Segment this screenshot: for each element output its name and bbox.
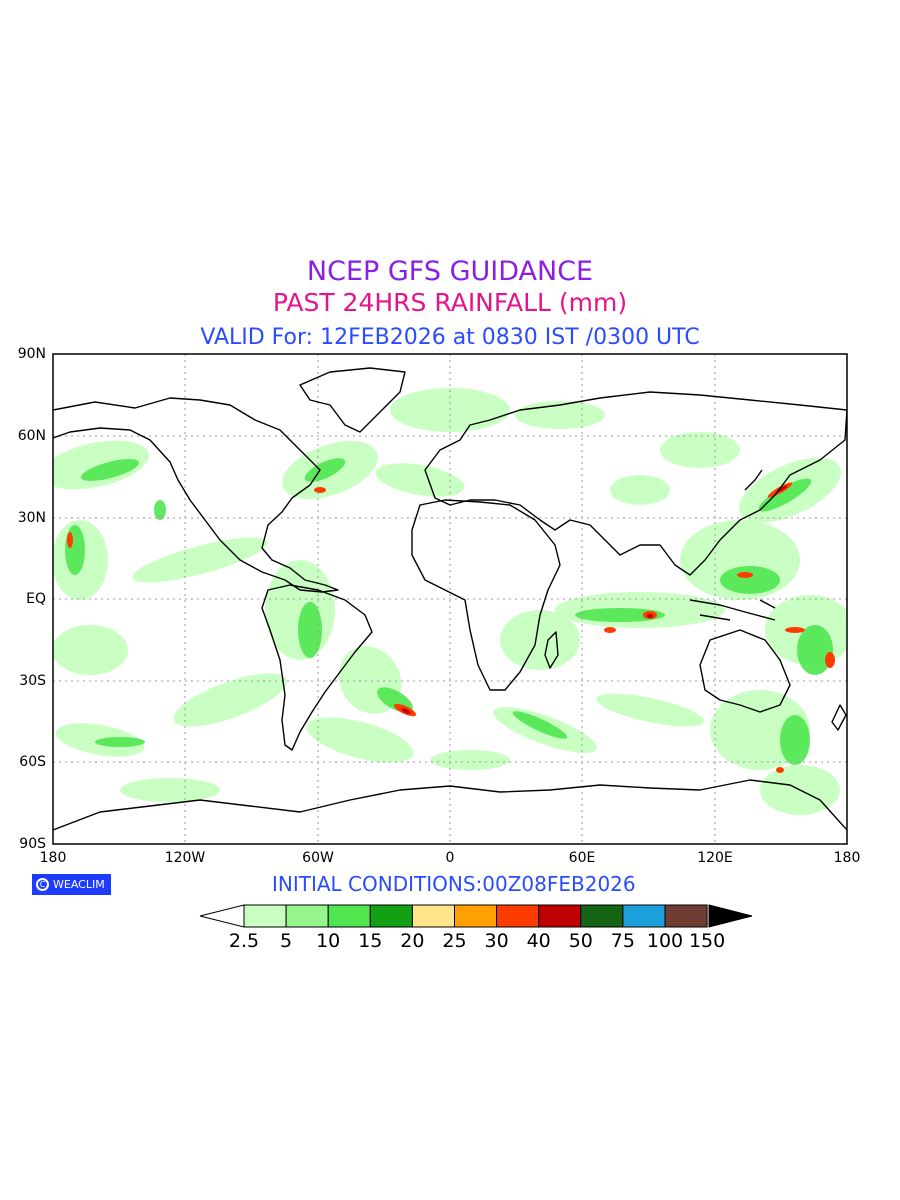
lon-label-180w: 180 bbox=[39, 850, 67, 866]
copyright-circle-icon: C bbox=[36, 878, 49, 891]
legend-label-2: 10 bbox=[316, 930, 341, 952]
legend-box-7 bbox=[538, 904, 582, 928]
title-valid-time: VALID For: 12FEB2026 at 0830 IST /0300 U… bbox=[200, 325, 700, 350]
legend-boxes bbox=[243, 904, 708, 928]
coast-eurasia bbox=[424, 391, 847, 576]
coast-indonesia bbox=[689, 599, 776, 621]
coast-madagascar bbox=[544, 631, 559, 669]
lat-label-30n: 30N bbox=[17, 510, 46, 526]
title-variable: PAST 24HRS RAINFALL (mm) bbox=[272, 288, 628, 317]
legend-box-4 bbox=[411, 904, 455, 928]
legend-box-3 bbox=[369, 904, 413, 928]
coast-south-america bbox=[261, 584, 373, 751]
legend-high-arrow bbox=[708, 904, 753, 928]
legend-label-8: 50 bbox=[568, 930, 593, 952]
initial-conditions: INITIAL CONDITIONS:00Z08FEB2026 bbox=[272, 872, 636, 896]
legend-box-9 bbox=[622, 904, 666, 928]
lon-label-60e: 60E bbox=[568, 850, 596, 866]
legend-label-4: 20 bbox=[400, 930, 425, 952]
coast-japan bbox=[744, 469, 763, 491]
legend-label-3: 15 bbox=[358, 930, 383, 952]
legend-label-11: 150 bbox=[688, 930, 726, 952]
legend-label-7: 40 bbox=[526, 930, 551, 952]
coast-greenland bbox=[299, 367, 406, 433]
lat-label-60n: 60N bbox=[17, 428, 46, 444]
legend-box-0 bbox=[243, 904, 287, 928]
legend-label-5: 25 bbox=[442, 930, 467, 952]
legend-label-6: 30 bbox=[484, 930, 509, 952]
coast-new-zealand bbox=[831, 704, 847, 731]
legend-label-1: 5 bbox=[280, 930, 293, 952]
legend-box-8 bbox=[580, 904, 624, 928]
lon-label-0: 0 bbox=[445, 850, 455, 866]
lon-label-180e: 180 bbox=[833, 850, 861, 866]
legend-label-0: 2.5 bbox=[228, 930, 260, 952]
legend-label-9: 75 bbox=[610, 930, 635, 952]
lat-label-eq: EQ bbox=[26, 591, 46, 607]
logo-text: WEACLIM bbox=[53, 878, 105, 891]
lat-lon-grid bbox=[53, 354, 847, 844]
lat-label-90n: 90N bbox=[17, 346, 46, 362]
legend-box-1 bbox=[285, 904, 329, 928]
title-model: NCEP GFS GUIDANCE bbox=[306, 256, 594, 287]
lat-label-30s: 30S bbox=[19, 673, 46, 689]
legend-box-6 bbox=[496, 904, 540, 928]
lon-label-60w: 60W bbox=[302, 850, 334, 866]
coast-africa bbox=[411, 499, 561, 691]
lat-label-90s: 90S bbox=[19, 836, 46, 852]
lon-label-120e: 120E bbox=[697, 850, 733, 866]
legend-low-arrow bbox=[199, 904, 245, 928]
coastlines bbox=[53, 367, 847, 831]
legend-box-2 bbox=[327, 904, 371, 928]
map-frame bbox=[52, 353, 848, 845]
weaclim-logo: C WEACLIM bbox=[32, 874, 111, 895]
lat-label-60s: 60S bbox=[19, 754, 46, 770]
legend-box-5 bbox=[454, 904, 498, 928]
coast-australia bbox=[699, 629, 791, 713]
legend-label-10: 100 bbox=[646, 930, 684, 952]
lon-label-120w: 120W bbox=[164, 850, 206, 866]
rainfall-field bbox=[53, 388, 847, 815]
coast-antarctica bbox=[53, 779, 847, 831]
coast-north-america bbox=[53, 397, 339, 593]
legend-box-10 bbox=[664, 904, 708, 928]
